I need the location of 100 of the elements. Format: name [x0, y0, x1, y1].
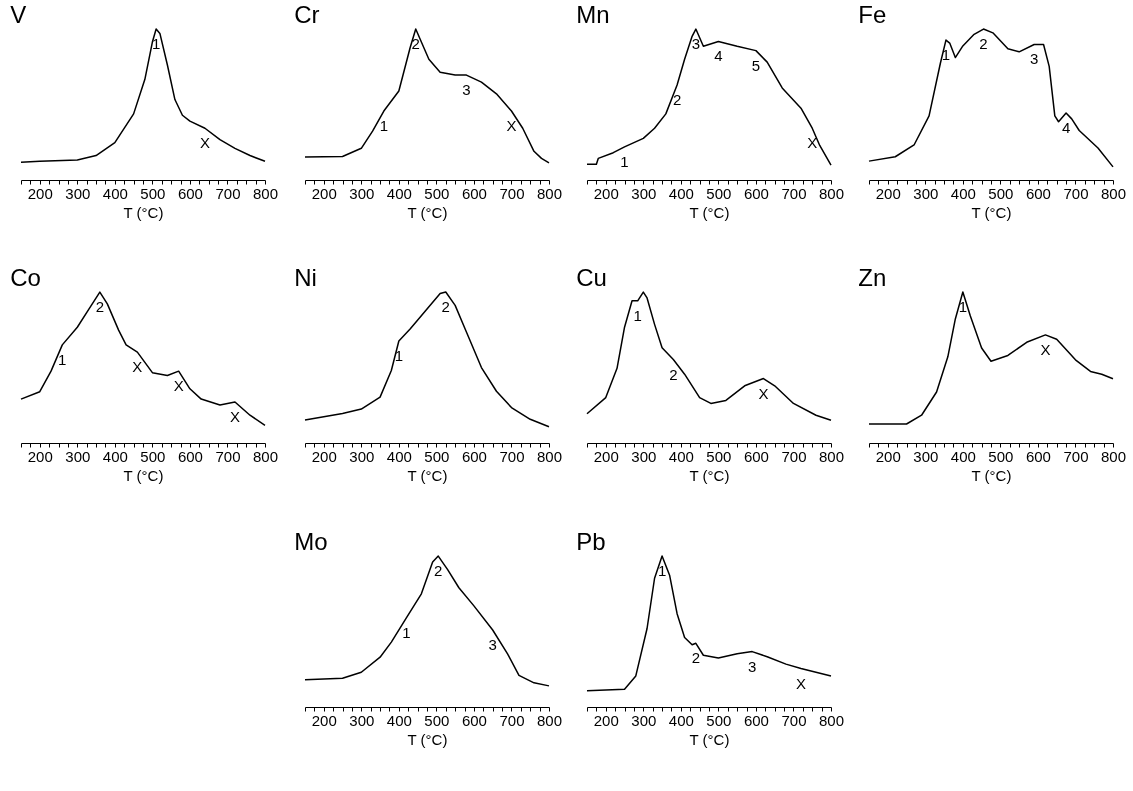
x-tick-label: 200: [593, 447, 619, 465]
x-tick-label: 200: [593, 184, 619, 202]
annotation: 1: [620, 152, 629, 170]
annotation: 2: [691, 649, 701, 667]
x-tick-label: 500: [706, 711, 732, 729]
annotation: 2: [411, 35, 420, 53]
x-tick-label: 300: [631, 711, 657, 729]
x-tick-label: 700: [1063, 184, 1089, 202]
x-axis-title: T (°C): [407, 466, 448, 484]
x-tick-label: 600: [461, 447, 487, 465]
x-tick-label: 400: [386, 711, 412, 729]
annotation: 1: [58, 350, 67, 368]
x-tick-label: 700: [215, 184, 241, 202]
x-tick-label: 400: [102, 184, 128, 202]
x-axis-title: T (°C): [971, 466, 1012, 484]
annotation: X: [807, 134, 818, 152]
x-tick-label: 300: [631, 184, 657, 202]
chart-title: V: [10, 1, 27, 28]
annotation: 5: [751, 56, 761, 74]
chart-title: Cu: [576, 264, 607, 291]
chart-title: Cr: [294, 1, 320, 28]
chart-title: Ni: [294, 264, 317, 291]
annotation: X: [132, 358, 143, 376]
x-tick-label: 800: [1100, 447, 1127, 465]
annotation: X: [173, 377, 184, 395]
x-tick-label: 800: [818, 711, 845, 729]
x-axis-title: T (°C): [689, 466, 730, 484]
annotation: 1: [941, 46, 951, 64]
x-tick-label: 800: [536, 447, 563, 465]
x-tick-label: 400: [668, 447, 694, 465]
x-tick-label: 400: [102, 447, 128, 465]
x-axis-title: T (°C): [689, 203, 730, 221]
annotation: 1: [151, 35, 161, 53]
annotation: 2: [441, 298, 450, 316]
chart-title: Mn: [576, 1, 610, 28]
x-axis-title: T (°C): [971, 203, 1012, 221]
annotation: 3: [1030, 50, 1039, 68]
x-tick-label: 800: [252, 184, 279, 202]
annotation: X: [229, 407, 240, 425]
annotation: 3: [462, 81, 471, 99]
x-tick-label: 200: [311, 447, 337, 465]
annotation: 2: [979, 35, 988, 53]
annotation: X: [758, 384, 769, 402]
annotation: X: [1040, 340, 1051, 358]
x-axis-title: T (°C): [123, 203, 164, 221]
x-tick-label: 600: [1025, 184, 1051, 202]
x-tick-label: 200: [27, 184, 53, 202]
x-tick-label: 400: [950, 447, 976, 465]
x-tick-label: 500: [706, 184, 732, 202]
x-tick-label: 600: [743, 711, 769, 729]
x-tick-label: 200: [875, 447, 901, 465]
x-tick-label: 800: [818, 184, 845, 202]
annotation: 2: [434, 562, 443, 580]
x-tick-label: 600: [743, 184, 769, 202]
x-tick-label: 400: [386, 447, 412, 465]
x-tick-label: 700: [781, 184, 807, 202]
x-tick-label: 500: [988, 447, 1014, 465]
annotation: X: [506, 117, 517, 135]
x-tick-label: 300: [349, 711, 375, 729]
annotation: 3: [691, 35, 701, 53]
annotation: 1: [657, 562, 667, 580]
x-tick-label: 600: [177, 184, 203, 202]
x-tick-label: 300: [913, 184, 939, 202]
x-tick-label: 200: [311, 711, 337, 729]
x-tick-label: 600: [1025, 447, 1051, 465]
x-axis-title: T (°C): [407, 203, 448, 221]
x-tick-label: 400: [668, 711, 694, 729]
x-tick-label: 700: [1063, 447, 1089, 465]
annotation: 2: [669, 365, 678, 383]
x-tick-label: 300: [631, 447, 657, 465]
x-tick-label: 600: [177, 447, 203, 465]
x-tick-label: 500: [424, 711, 450, 729]
annotation: 1: [394, 346, 404, 364]
x-tick-label: 800: [1100, 184, 1127, 202]
annotation: 1: [379, 117, 388, 135]
x-tick-label: 500: [988, 184, 1014, 202]
x-tick-label: 700: [781, 447, 807, 465]
x-tick-label: 700: [499, 711, 525, 729]
x-tick-label: 200: [875, 184, 901, 202]
x-axis-title: T (°C): [407, 730, 448, 748]
chart-title: Fe: [858, 1, 887, 28]
annotation: 1: [633, 306, 642, 324]
x-axis-title: T (°C): [689, 730, 730, 748]
x-tick-label: 500: [424, 447, 450, 465]
annotation: 3: [488, 636, 497, 654]
x-tick-label: 300: [349, 447, 375, 465]
x-tick-label: 200: [27, 447, 53, 465]
x-tick-label: 300: [349, 184, 375, 202]
x-tick-label: 700: [499, 447, 525, 465]
x-tick-label: 300: [913, 447, 939, 465]
x-tick-label: 800: [818, 447, 845, 465]
x-tick-label: 600: [461, 711, 487, 729]
x-tick-label: 200: [593, 711, 619, 729]
x-tick-label: 800: [536, 711, 563, 729]
x-tick-label: 400: [386, 184, 412, 202]
chart-title: Zn: [858, 264, 887, 291]
x-tick-label: 700: [781, 711, 807, 729]
annotation: X: [795, 674, 806, 692]
x-tick-label: 200: [311, 184, 337, 202]
annotation: 1: [402, 623, 411, 641]
